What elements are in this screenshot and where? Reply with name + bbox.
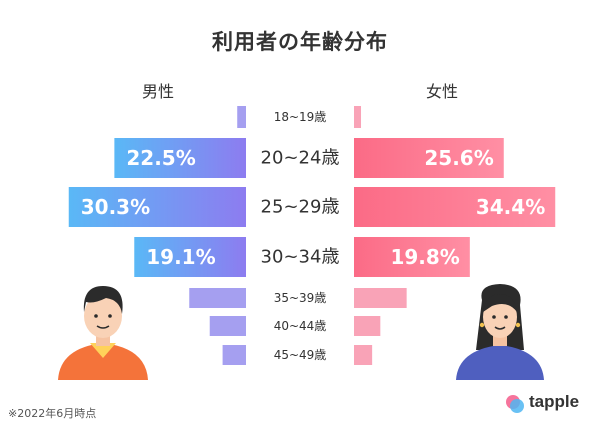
male-value-label-3: 19.1% [146, 245, 215, 269]
male-bar-6 [222, 345, 246, 365]
age-label-4: 35~39歳 [274, 291, 327, 305]
male-bar-4 [189, 288, 246, 308]
male-avatar-icon [58, 286, 148, 380]
female-bar-5 [354, 316, 381, 336]
female-bar-4 [354, 288, 407, 308]
male-bar-1 [114, 138, 246, 178]
female-value-label-1: 25.6% [424, 146, 493, 170]
female-label: 女性 [426, 82, 459, 101]
footnote: ※2022年6月時点 [8, 407, 97, 420]
male-value-label-1: 22.5% [126, 146, 195, 170]
tapple-logo: tapple [505, 392, 595, 416]
female-value-label-3: 19.8% [390, 245, 459, 269]
male-label: 男性 [142, 82, 175, 101]
male-bar-5 [209, 316, 246, 336]
age-label-1: 20~24歳 [261, 148, 340, 169]
chart-title: 利用者の年齢分布 [212, 30, 388, 54]
female-avatar-icon [456, 284, 544, 380]
female-bar-1 [354, 138, 504, 178]
age-label-2: 25~29歳 [261, 197, 340, 218]
male-bar-3 [134, 237, 246, 277]
female-value-label-2: 34.4% [476, 195, 545, 219]
female-bar-6 [354, 345, 373, 365]
female-bar-2 [354, 187, 556, 227]
female-bar-3 [354, 237, 470, 277]
age-label-6: 45~49歳 [274, 348, 327, 362]
female-bar-0 [354, 106, 362, 128]
male-bar-2 [68, 187, 247, 227]
male-value-label-2: 30.3% [81, 195, 150, 219]
age-label-5: 40~44歳 [274, 319, 327, 333]
age-label-0: 18~19歳 [274, 110, 327, 124]
brand-name: tapple [529, 392, 580, 411]
age-label-3: 30~34歳 [261, 247, 340, 268]
tapple-logo-icon [506, 395, 524, 413]
male-bar-0 [237, 106, 246, 128]
